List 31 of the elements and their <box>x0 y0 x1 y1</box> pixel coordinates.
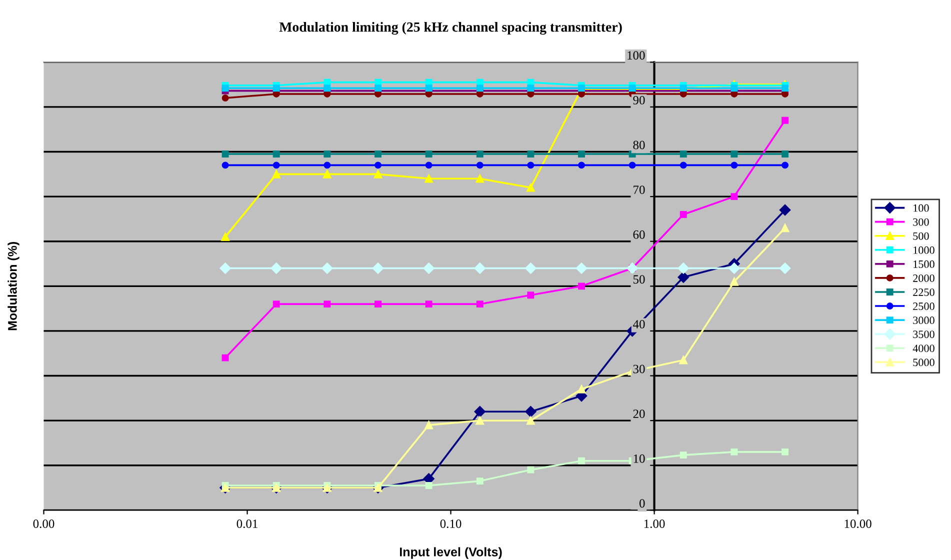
legend-label: 2250 <box>913 288 934 296</box>
y-tick-label: 20 <box>633 410 645 418</box>
legend-label: 1500 <box>914 260 934 268</box>
y-tick-label: 0 <box>639 499 645 508</box>
legend-label: 3500 <box>913 330 934 338</box>
legend-label: 300 <box>913 218 929 226</box>
legend-label: 2000 <box>913 274 934 282</box>
x-tick-label: 10.00 <box>844 520 872 528</box>
y-tick-label: 50 <box>633 275 645 284</box>
legend-label: 4000 <box>912 344 934 352</box>
y-tick-label: 10 <box>634 454 645 463</box>
legend-label: 5000 <box>913 358 934 366</box>
x-tick-label: 0.01 <box>236 520 258 528</box>
legend-label: 500 <box>913 232 929 240</box>
chart-title: Modulation limiting (25 kHz channel spacing transmitter) <box>279 22 622 35</box>
y-tick-label: 30 <box>633 364 645 374</box>
y-tick-label: 100 <box>628 51 645 60</box>
legend-label: 2500 <box>913 302 934 310</box>
y-tick-label: 40 <box>633 320 645 328</box>
y-tick-label: 70 <box>634 186 645 194</box>
x-tick-label: 0.10 <box>440 520 462 528</box>
y-tick-label: 90 <box>633 96 645 104</box>
legend-label: 1000 <box>914 246 934 254</box>
legend-label: 100 <box>914 204 929 212</box>
x-tick-label: 1.00 <box>644 520 665 528</box>
x-tick-label: 0.00 <box>33 520 54 528</box>
legend-label: 3000 <box>913 316 934 324</box>
x-axis-title: Input level (Volts) <box>400 547 502 559</box>
y-tick-label: 60 <box>633 230 645 239</box>
y-tick-label: 80 <box>633 140 645 150</box>
y-axis-title: Modulation (%) <box>8 242 20 330</box>
